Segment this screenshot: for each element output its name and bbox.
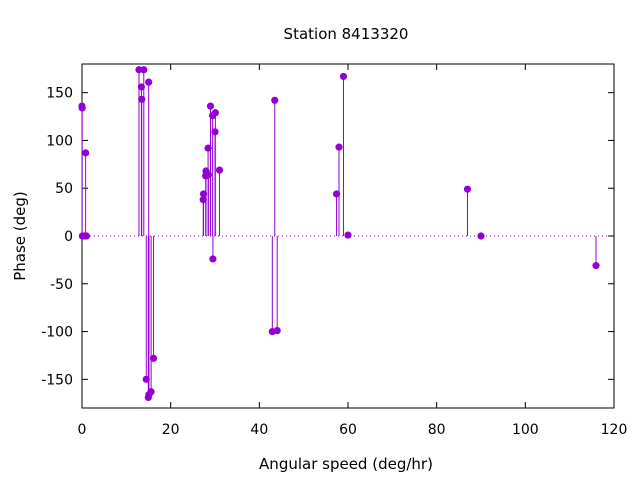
data-point — [463, 185, 472, 193]
x-tick-label: 40 — [250, 422, 268, 438]
data-point — [335, 143, 343, 151]
x-tick-label: 60 — [339, 422, 357, 438]
data-point — [273, 327, 281, 335]
data-point — [137, 83, 146, 91]
data-point — [271, 96, 279, 104]
chart-title: Station 8413320 — [284, 25, 409, 43]
data-point — [592, 262, 600, 270]
data-point — [211, 109, 219, 117]
data-point — [206, 102, 215, 110]
x-tick-label: 120 — [601, 422, 628, 438]
y-tick-label: -100 — [41, 325, 73, 341]
y-tick-label: 150 — [46, 86, 73, 102]
x-axis-title: Angular speed (deg/hr) — [259, 455, 433, 473]
y-tick-label: 50 — [55, 181, 73, 197]
y-tick-label: 100 — [46, 133, 73, 149]
data-point — [344, 231, 352, 239]
y-axis: -150 -100 -50 0 50 100 150 — [41, 86, 614, 388]
data-point — [140, 66, 148, 74]
y-tick-label: -50 — [50, 277, 73, 293]
data-point — [209, 255, 217, 263]
data-series — [78, 66, 600, 402]
data-point — [78, 104, 86, 112]
x-tick-label: 80 — [428, 422, 446, 438]
data-point — [147, 388, 155, 396]
x-tick-label: 100 — [512, 422, 539, 438]
data-point — [339, 72, 348, 81]
y-axis-title: Phase (deg) — [11, 191, 29, 281]
data-point — [82, 232, 91, 240]
y-tick-label: -150 — [41, 372, 73, 388]
data-point — [332, 190, 341, 198]
x-tick-label: 20 — [162, 422, 180, 438]
y-tick-label: 0 — [64, 229, 73, 245]
data-point — [149, 354, 158, 362]
x-axis: 0 20 40 60 80 100 120 — [78, 64, 628, 438]
data-point — [145, 78, 153, 86]
data-point — [477, 232, 485, 240]
data-point — [215, 166, 224, 174]
data-point — [82, 149, 90, 157]
x-tick-label: 0 — [78, 422, 87, 438]
data-point — [204, 144, 212, 152]
